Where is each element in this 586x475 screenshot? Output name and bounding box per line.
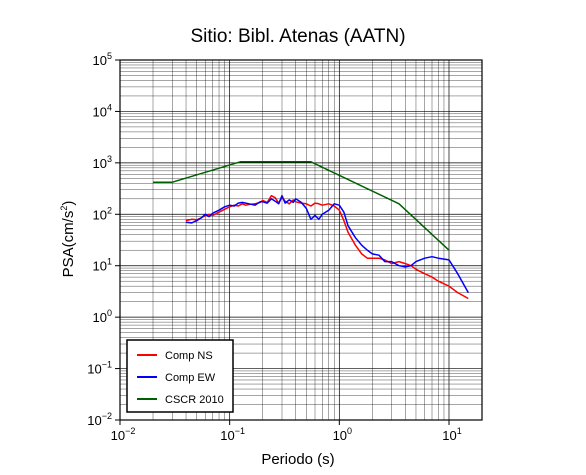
- y-tick-label: 100: [93, 308, 112, 325]
- chart-title: Sitio: Bibl. Atenas (AATN): [190, 26, 405, 47]
- x-tick-label: 101: [442, 426, 461, 443]
- y-tick-label: 10−2: [87, 411, 112, 428]
- data-series: [153, 161, 469, 300]
- legend: Comp NS Comp EW CSCR 2010: [126, 339, 234, 413]
- y-tick-label: 10−1: [87, 360, 112, 377]
- y-tick-label: 105: [93, 51, 112, 68]
- y-tick-label: 102: [93, 205, 112, 222]
- x-tick-label: 10−1: [220, 426, 245, 443]
- y-tick-label: 101: [93, 257, 112, 274]
- axis-ticks: 10−2 10−1 100 101 10−2 10−1 100 101 102 103 104 105: [87, 51, 461, 443]
- y-tick-label: 103: [93, 154, 112, 171]
- legend-label: CSCR 2010: [165, 394, 224, 406]
- series-line-2: [153, 161, 450, 251]
- y-axis-label: PSA(cm/s2): [59, 201, 77, 278]
- x-tick-label: 10−2: [111, 426, 136, 443]
- legend-label: Comp NS: [165, 350, 213, 362]
- plot-frame: [119, 59, 483, 421]
- series-line-1: [185, 194, 469, 293]
- y-tick-label: 104: [93, 102, 112, 119]
- x-axis-label: Periodo (s): [261, 451, 334, 468]
- x-tick-label: 100: [333, 426, 352, 443]
- grid-lines: [120, 60, 482, 420]
- legend-label: Comp EW: [165, 372, 216, 384]
